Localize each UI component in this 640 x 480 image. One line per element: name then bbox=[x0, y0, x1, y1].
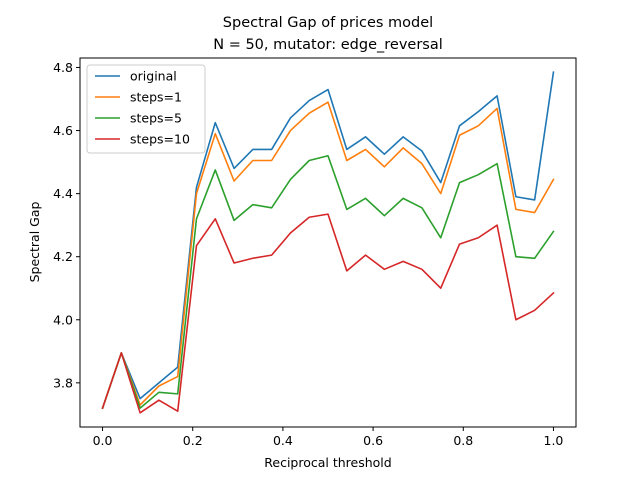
x-tick-label: 1.0 bbox=[544, 433, 564, 448]
x-tick-label: 0.6 bbox=[363, 433, 383, 448]
y-tick-label: 3.8 bbox=[53, 375, 73, 390]
chart-title: Spectral Gap of prices model bbox=[223, 15, 433, 31]
y-axis-label: Spectral Gap bbox=[27, 202, 42, 283]
legend-label: steps=1 bbox=[130, 90, 182, 105]
legend-label: steps=10 bbox=[130, 132, 190, 147]
y-tick-label: 4.8 bbox=[53, 60, 73, 75]
legend-label: steps=5 bbox=[130, 111, 182, 126]
x-tick-label: 0.2 bbox=[183, 433, 203, 448]
y-tick-label: 4.6 bbox=[53, 123, 73, 138]
series-line-steps-10 bbox=[101, 213, 555, 414]
legend-box bbox=[86, 64, 206, 154]
x-tick-label: 0.0 bbox=[93, 433, 113, 448]
y-tick-label: 4.4 bbox=[53, 186, 73, 201]
x-tick-label: 0.8 bbox=[453, 433, 473, 448]
series-line-steps-1 bbox=[101, 101, 555, 410]
x-tick-label: 0.4 bbox=[273, 433, 293, 448]
x-axis-label: Reciprocal threshold bbox=[264, 455, 391, 470]
chart-subtitle: N = 50, mutator: edge_reversal bbox=[213, 37, 443, 53]
series-line-steps-5 bbox=[101, 154, 555, 410]
y-tick-label: 4.0 bbox=[53, 312, 73, 327]
y-tick-label: 4.2 bbox=[53, 249, 73, 264]
series-line-original bbox=[101, 71, 555, 410]
legend: original steps=1 steps=5 steps=10 bbox=[86, 64, 206, 154]
axes-frame bbox=[79, 57, 577, 428]
legend-label: original bbox=[130, 69, 177, 84]
plot-area: 0.0 0.2 0.4 0.6 0.8 1.0 3.8 4.0 4.2 4.4 4.6 4.8 bbox=[53, 60, 563, 448]
